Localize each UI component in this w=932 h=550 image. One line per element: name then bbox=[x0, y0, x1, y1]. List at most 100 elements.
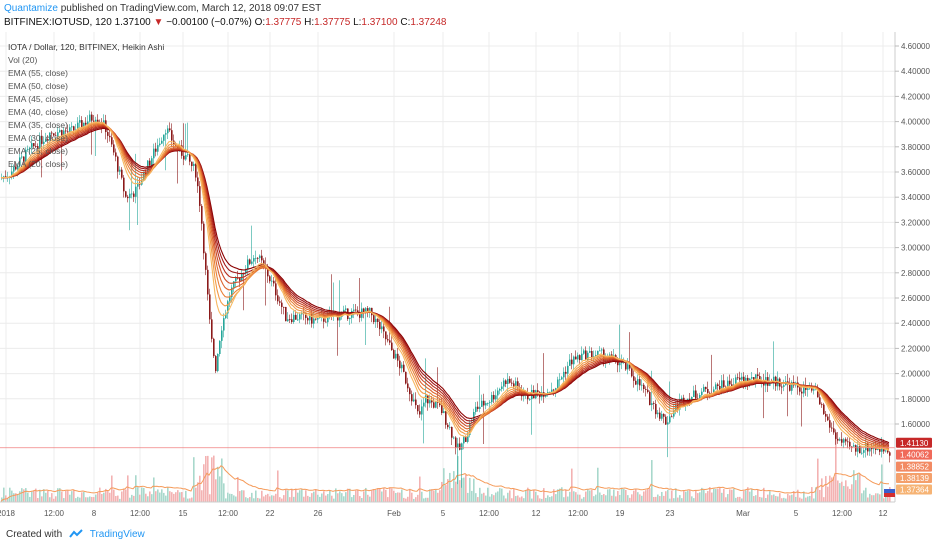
volume-bar bbox=[603, 494, 605, 502]
candle-body bbox=[631, 368, 633, 377]
candle-body bbox=[275, 283, 277, 296]
volume-bar bbox=[193, 457, 195, 502]
candle-body bbox=[127, 196, 129, 199]
volume-bar bbox=[379, 488, 381, 502]
candle-body bbox=[305, 313, 307, 318]
symbol-label: BITFINEX:IOTUSD, 120 bbox=[4, 17, 112, 28]
legend-item[interactable]: EMA (50, close) bbox=[8, 81, 68, 91]
volume-bar bbox=[321, 493, 323, 502]
volume-bar bbox=[761, 497, 763, 502]
candle-body bbox=[59, 130, 61, 133]
volume-bar bbox=[417, 494, 419, 502]
volume-bar bbox=[407, 496, 409, 502]
time-axis[interactable]: 2018 12:00 8 12:00 15 12:00 22 26 Feb 5 12:00 12 12:… bbox=[0, 509, 888, 518]
candle-body bbox=[109, 135, 111, 138]
candle-body bbox=[153, 148, 155, 159]
candle-body bbox=[705, 386, 707, 390]
candle-body bbox=[285, 306, 287, 322]
candle-body bbox=[461, 443, 463, 450]
volume-bar bbox=[501, 488, 503, 502]
volume-bar bbox=[223, 483, 225, 502]
volume-bar bbox=[493, 495, 495, 502]
volume-bar bbox=[431, 489, 433, 502]
candle-body bbox=[701, 391, 703, 395]
volume-bar bbox=[429, 489, 431, 502]
volume-bar bbox=[617, 490, 619, 502]
volume-bar bbox=[873, 495, 875, 502]
volume-bar bbox=[711, 492, 713, 502]
candle-body bbox=[209, 294, 211, 320]
volume-bar bbox=[731, 489, 733, 502]
volume-bar bbox=[199, 475, 201, 502]
x-tick-label: 5 bbox=[794, 509, 799, 518]
close-value: 1.37248 bbox=[410, 17, 447, 28]
volume-bar bbox=[445, 485, 447, 502]
volume-bar bbox=[553, 489, 555, 502]
volume-bar bbox=[285, 488, 287, 502]
volume-bar bbox=[51, 493, 53, 502]
legend-item[interactable]: EMA (40, close) bbox=[8, 107, 68, 117]
candle-body bbox=[253, 258, 255, 262]
volume-bar bbox=[479, 487, 481, 502]
volume-bar bbox=[337, 493, 339, 502]
legend-item[interactable]: EMA (20, close) bbox=[8, 159, 68, 169]
candle-body bbox=[359, 312, 361, 318]
price-tag bbox=[896, 473, 932, 484]
y-tick-label: 3.80000 bbox=[901, 143, 930, 152]
volume-bar bbox=[207, 455, 209, 502]
candle-body bbox=[453, 437, 455, 439]
volume-bar bbox=[825, 476, 827, 502]
volume-bar bbox=[459, 480, 461, 502]
candle-body bbox=[199, 186, 201, 206]
candle-body bbox=[723, 380, 725, 387]
volume-bar bbox=[721, 492, 723, 502]
x-tick-label: 8 bbox=[92, 509, 97, 518]
volume-bar bbox=[577, 494, 579, 502]
candle-body bbox=[289, 319, 291, 321]
volume-bar bbox=[151, 494, 153, 502]
candle-body bbox=[393, 350, 395, 359]
candle-body bbox=[437, 401, 439, 403]
legend-item[interactable]: Vol (20) bbox=[8, 55, 38, 65]
legend-item[interactable]: EMA (55, close) bbox=[8, 68, 68, 78]
volume-bar bbox=[799, 497, 801, 502]
price-tag-label: 1.41130 bbox=[900, 439, 929, 448]
candle-body bbox=[197, 177, 199, 187]
candle-body bbox=[13, 166, 15, 172]
candle-body bbox=[367, 308, 369, 312]
legend-item[interactable]: EMA (30, close) bbox=[8, 133, 68, 143]
author-link[interactable]: Quantamize bbox=[4, 3, 58, 14]
volume-bar bbox=[299, 490, 301, 502]
volume-bar bbox=[575, 492, 577, 502]
legend-item[interactable]: EMA (35, close) bbox=[8, 120, 68, 130]
volume-bar bbox=[1, 497, 3, 502]
candle-body bbox=[713, 389, 715, 394]
volume-bar bbox=[549, 497, 551, 502]
candle-body bbox=[431, 400, 433, 403]
volume-bar bbox=[49, 497, 51, 502]
volume-bar bbox=[785, 498, 787, 502]
volume-bar bbox=[509, 490, 511, 502]
candle-body bbox=[67, 131, 69, 133]
volume-bar bbox=[291, 488, 293, 502]
volume-bar bbox=[43, 489, 45, 502]
tradingview-link[interactable]: TradingView bbox=[89, 529, 145, 540]
candle-body bbox=[877, 448, 879, 450]
legend-item[interactable]: EMA (25, close) bbox=[8, 146, 68, 156]
volume-bar bbox=[681, 498, 683, 502]
candle-body bbox=[645, 388, 647, 390]
volume-bar bbox=[397, 492, 399, 502]
legend-item[interactable]: EMA (45, close) bbox=[8, 94, 68, 104]
candle-body bbox=[19, 157, 21, 166]
volume-bar bbox=[197, 482, 199, 502]
volume-bar bbox=[629, 497, 631, 502]
price-axis[interactable]: 4.60000 4.40000 4.20000 4.00000 3.80000 3.600… bbox=[895, 42, 930, 429]
price-chart[interactable]: 4.60000 4.40000 4.20000 4.00000 3.80000 3.600… bbox=[0, 32, 932, 524]
volume-bar bbox=[281, 498, 283, 502]
volume-bar bbox=[99, 487, 101, 502]
candle-body bbox=[589, 351, 591, 353]
volume-bar bbox=[215, 479, 217, 502]
volume-bar bbox=[333, 498, 335, 502]
volume-bar bbox=[177, 490, 179, 502]
volume-bar bbox=[163, 492, 165, 502]
